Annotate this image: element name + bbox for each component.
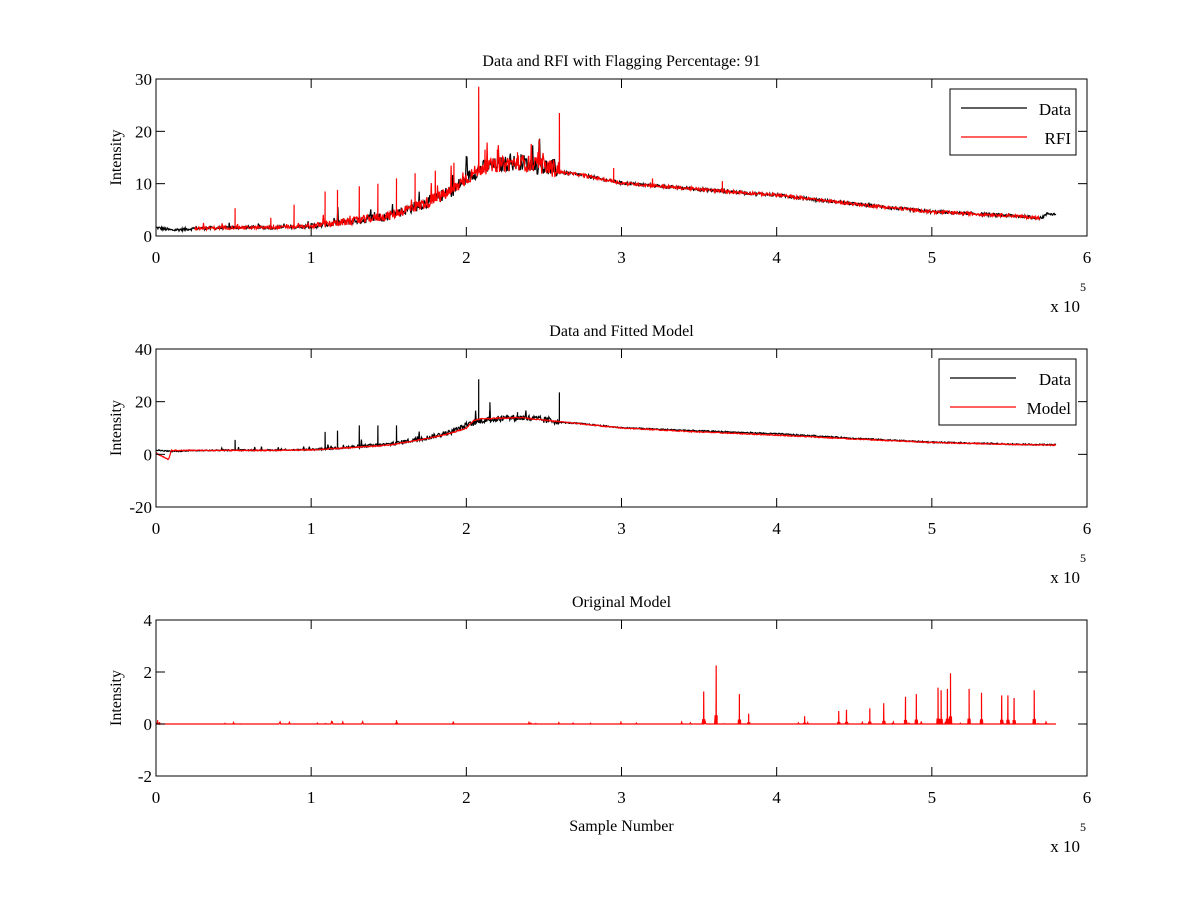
x-multiplier-label: x 10 xyxy=(1050,568,1080,587)
legend-label: Data xyxy=(1039,100,1072,119)
y-tick-label: 10 xyxy=(135,175,152,194)
x-tick-label: 5 xyxy=(928,248,937,267)
x-tick-label: 0 xyxy=(152,519,161,538)
y-tick-label: -2 xyxy=(138,767,152,786)
subplot-title: Original Model xyxy=(572,594,672,611)
y-tick-label: -20 xyxy=(129,498,152,517)
x-multiplier-label: x 10 xyxy=(1050,297,1080,316)
x-tick-label: 4 xyxy=(772,788,781,807)
x-multiplier-exponent: 5 xyxy=(1080,280,1086,294)
subplot-1: 0 1 2 3 4 5 6 0 10 20 30 Data and RFI with Flagging… xyxy=(108,53,1091,316)
x-multiplier-label: x 10 xyxy=(1050,837,1080,856)
legend-label: RFI xyxy=(1045,129,1072,148)
x-tick-label: 6 xyxy=(1083,519,1092,538)
series-group xyxy=(156,86,1057,234)
x-multiplier-exponent: 5 xyxy=(1080,820,1086,834)
x-tick-label: 0 xyxy=(152,788,161,807)
x-multiplier-exponent: 5 xyxy=(1080,551,1086,565)
x-tick-label: 5 xyxy=(928,788,937,807)
x-tick-label: 2 xyxy=(462,248,471,267)
x-tick-label: 2 xyxy=(462,519,471,538)
y-tick-label: 0 xyxy=(144,227,153,246)
series-line-rfi xyxy=(194,86,1041,232)
x-tick-label: 4 xyxy=(772,519,781,538)
y-axis-label: Intensity xyxy=(108,400,125,456)
legend: Data Model xyxy=(938,358,1077,426)
series-group xyxy=(156,665,1056,726)
subplot-title: Data and RFI with Flagging Percentage: 9… xyxy=(482,53,760,70)
x-tick-label: 0 xyxy=(152,248,161,267)
x-tick-label: 3 xyxy=(617,788,626,807)
series-line-model xyxy=(156,416,1057,461)
y-axis-label: Intensity xyxy=(108,670,125,726)
x-tick-label: 1 xyxy=(307,248,316,267)
x-tick-label: 3 xyxy=(617,248,626,267)
y-tick-label: 0 xyxy=(144,715,153,734)
x-tick-label: 1 xyxy=(307,519,316,538)
x-tick-label: 4 xyxy=(772,248,781,267)
legend-box xyxy=(949,88,1077,156)
x-axis-label: Sample Number xyxy=(569,818,674,835)
legend-box xyxy=(938,358,1077,426)
x-tick-label: 2 xyxy=(462,788,471,807)
series-line-original-model xyxy=(156,665,1056,726)
y-tick-label: 20 xyxy=(135,122,152,141)
y-tick-label: 30 xyxy=(135,70,152,89)
y-tick-label: 2 xyxy=(144,663,153,682)
y-tick-label: 20 xyxy=(135,393,152,412)
x-tick-label: 5 xyxy=(928,519,937,538)
y-axis-label: Intensity xyxy=(108,130,125,186)
subplot-title: Data and Fitted Model xyxy=(549,323,694,340)
legend-label: Data xyxy=(1039,370,1072,389)
legend: Data RFI xyxy=(949,88,1077,156)
x-tick-label: 1 xyxy=(307,788,316,807)
x-tick-label: 6 xyxy=(1083,248,1092,267)
series-group xyxy=(156,379,1057,461)
y-tick-label: 0 xyxy=(144,445,153,464)
x-tick-label: 3 xyxy=(617,519,626,538)
x-tick-label: 6 xyxy=(1083,788,1092,807)
legend-label: Model xyxy=(1027,399,1072,418)
y-tick-label: 4 xyxy=(144,611,153,630)
y-tick-label: 40 xyxy=(135,340,152,359)
